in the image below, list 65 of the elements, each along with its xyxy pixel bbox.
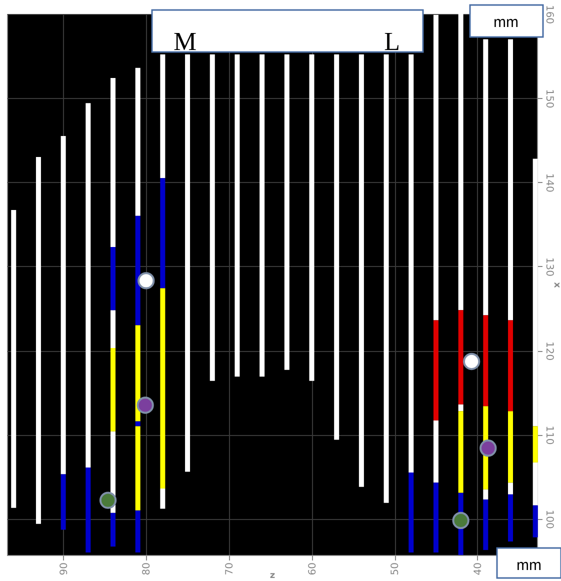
bar (483, 489, 488, 500)
bar (532, 426, 538, 462)
bar (110, 348, 116, 432)
bar (483, 499, 488, 550)
bar (86, 468, 91, 552)
bar (508, 494, 513, 542)
point (480, 440, 497, 457)
y-axis-title: x (552, 282, 561, 288)
y-tick-label: 130 (544, 257, 554, 276)
bar (36, 157, 41, 524)
bar (508, 320, 513, 412)
bar (508, 411, 513, 483)
annotation: mm (494, 14, 518, 31)
bar (135, 325, 140, 422)
bar (110, 310, 116, 348)
point (462, 352, 480, 370)
bar (458, 310, 464, 404)
bar (86, 103, 91, 468)
bar (483, 315, 488, 406)
bar (508, 482, 513, 494)
bar (458, 411, 464, 493)
bar (135, 426, 140, 510)
bar (160, 488, 166, 509)
bar (433, 420, 438, 483)
bar (408, 472, 414, 552)
bar (110, 512, 116, 547)
bar (60, 474, 66, 530)
bar (135, 68, 140, 216)
bar (532, 462, 538, 506)
y-tick-label: 100 (544, 510, 554, 529)
bar (135, 510, 140, 552)
bar (532, 505, 538, 538)
bar (110, 247, 116, 310)
bar (135, 216, 140, 326)
bar (135, 421, 140, 426)
bar (433, 482, 438, 552)
point (452, 512, 470, 530)
annotation: M (173, 27, 197, 56)
point (136, 396, 154, 414)
bar (458, 404, 464, 412)
y-tick-label: 140 (544, 173, 554, 192)
bar (160, 178, 166, 288)
x-tick-label: 50 (390, 562, 402, 576)
x-tick-label: 40 (472, 562, 484, 576)
bar (60, 136, 66, 474)
y-tick-label: 160 (544, 4, 554, 24)
x-tick-label: 90 (58, 562, 70, 576)
bar (433, 14, 438, 320)
bar (11, 210, 16, 508)
bar (110, 78, 116, 248)
x-axis-title: z (270, 571, 276, 581)
point (99, 492, 117, 509)
y-tick-label: 150 (544, 89, 554, 108)
x-tick-label: 80 (142, 562, 153, 576)
bar (458, 14, 464, 310)
bar (160, 288, 166, 489)
x-tick-label: 60 (307, 562, 318, 576)
point (138, 272, 155, 290)
annotation: L (384, 27, 400, 56)
x-tick-label: 70 (224, 562, 236, 576)
y-tick-label: 120 (544, 342, 554, 361)
text: mm (516, 557, 542, 574)
y-tick-label: 110 (544, 426, 554, 445)
bar (532, 158, 538, 426)
bar (433, 320, 438, 420)
